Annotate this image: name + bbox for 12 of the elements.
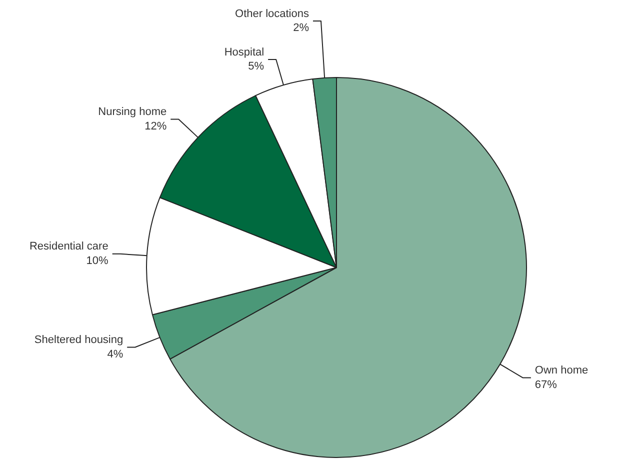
data-label: 67% [534,378,558,391]
data-label: 5% [248,60,264,73]
slice-label: Hospital [224,46,264,58]
slice-label: Residential care [29,240,108,253]
data-label: 2% [293,22,310,34]
slice-label: Other locations [235,8,310,20]
data-label: 12% [144,120,167,132]
data-label: 4% [107,348,124,360]
slice-label: Sheltered housing [34,334,124,346]
slice-label: Nursing home [98,106,167,118]
slice-label: Own home [534,364,588,377]
data-label: 10% [86,255,109,268]
